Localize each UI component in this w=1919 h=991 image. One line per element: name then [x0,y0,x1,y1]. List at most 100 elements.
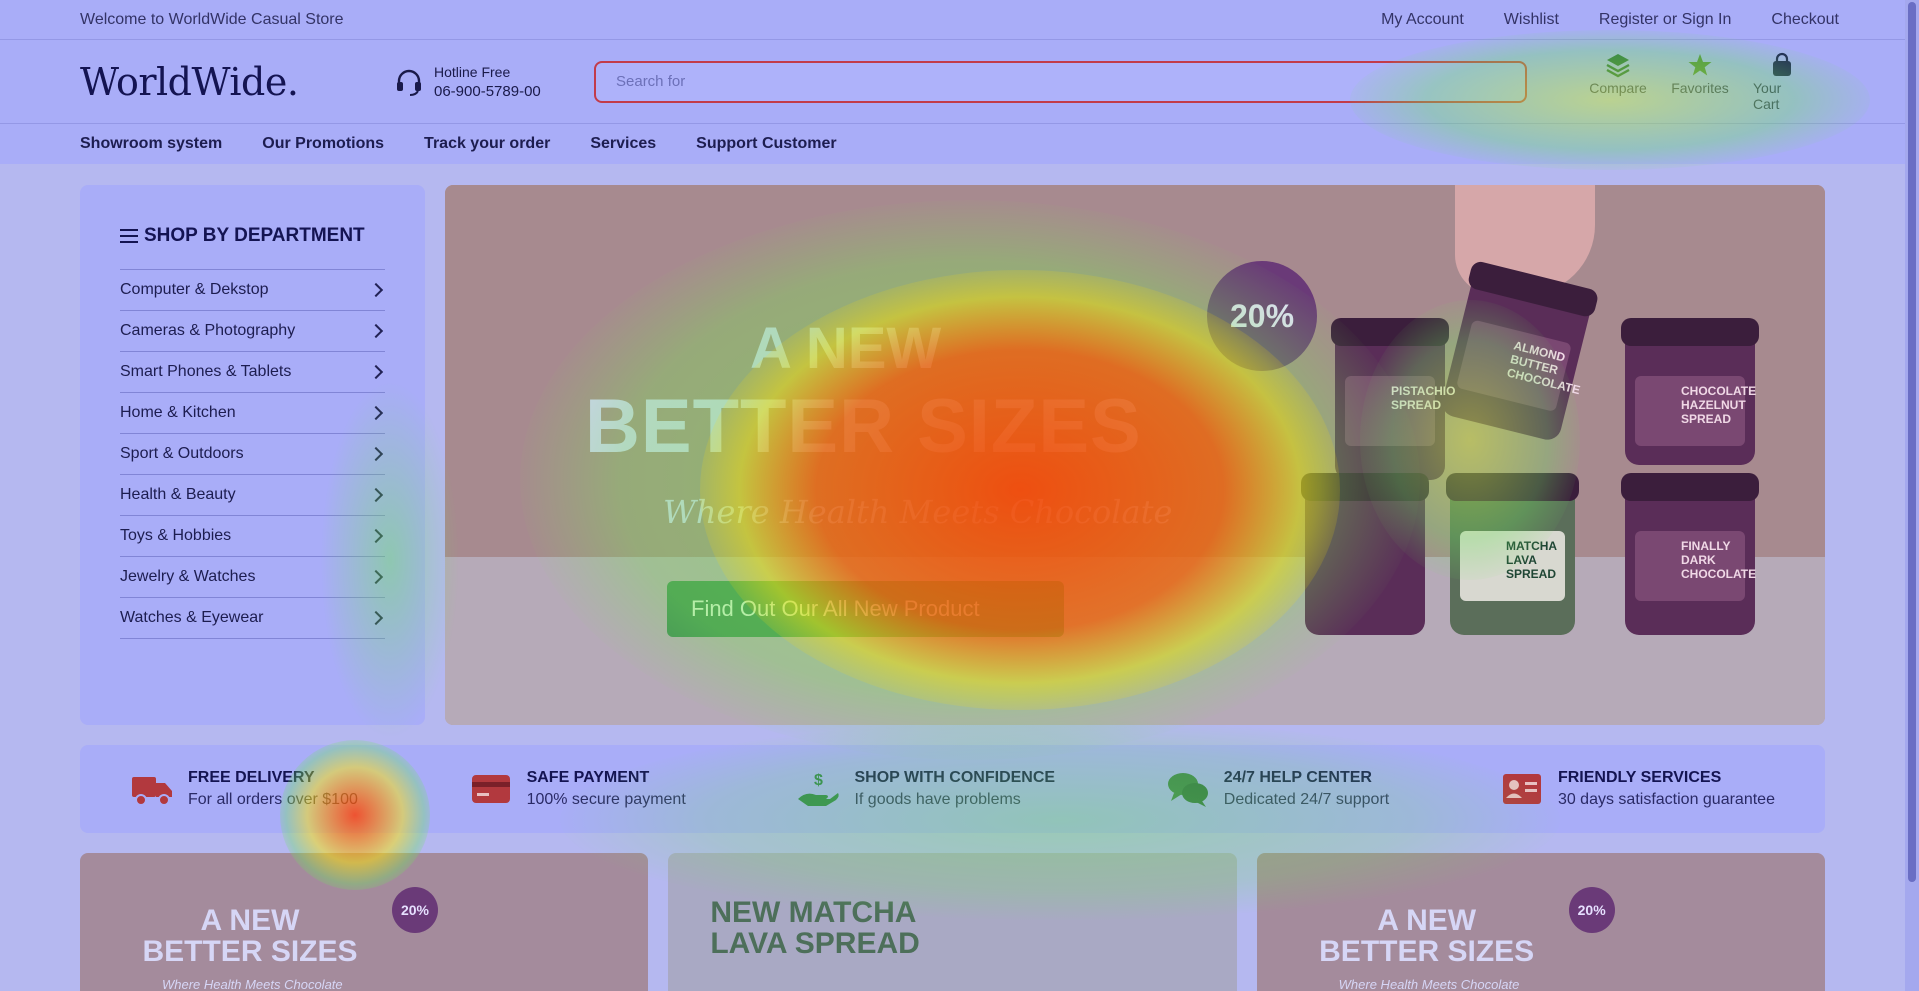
search-input[interactable]: Search for [594,60,1527,103]
features-bar: FREE DELIVERY For all orders over $100 SA… [80,745,1825,833]
dept-item-sport[interactable]: Sport & Outdoors [120,434,385,475]
favorites-label: Favorites [1671,79,1729,96]
chat-icon [1167,773,1208,807]
dept-label: Cameras & Photography [120,322,296,339]
truck-icon [132,777,172,806]
chevron-right-icon [368,323,384,339]
account-links: My Account Wishlist Register or Sign In … [1381,11,1839,29]
promo-banners: A NEW BETTER SIZES Where Health Meets Ch… [80,853,1825,991]
feature-desc: If goods have problems [854,791,1021,808]
nav-item-promotions[interactable]: Our Promotions [262,135,385,152]
main-nav: Showroom system Our Promotions Track you… [0,124,1919,164]
promo-title: A NEW BETTER SIZES [142,904,358,968]
dept-label: Smart Phones & Tablets [120,363,292,380]
feature-free-delivery: FREE DELIVERY For all orders over $100 [130,769,358,809]
hero-banner[interactable]: A NEW BETTER SIZES Where Health Meets Ch… [445,185,1825,725]
hero-subtitle: Where Health Meets Chocolate [663,493,1173,531]
nav-item-showroom[interactable]: Showroom system [80,135,223,152]
jar-dark-chocolate: FINALLY DARK CHOCOLATE [1621,473,1759,635]
hero-title-line1: A NEW [750,316,942,381]
promo-banner-1[interactable]: A NEW BETTER SIZES Where Health Meets Ch… [80,853,649,991]
hand-money-icon: $ [798,772,840,806]
checkout-link[interactable]: Checkout [1771,10,1839,28]
feature-title: SHOP WITH CONFIDENCE [854,769,1056,786]
hero-cta-button[interactable]: Find Out Our All New Product [667,581,1064,637]
nav-item-services[interactable]: Services [590,135,657,152]
top-bar: Welcome to WorldWide Casual Store My Acc… [0,0,1919,40]
header-actions: Compare Favorites Your Cart [1589,52,1811,112]
department-title: SHOP BY DEPARTMENT [144,225,365,246]
feature-title: 24/7 HELP CENTER [1223,769,1372,786]
promo-subtitle: Where Health Meets Chocolate [1338,977,1520,991]
layers-icon [1606,53,1630,77]
dept-item-home-kitchen[interactable]: Home & Kitchen [120,393,385,434]
dept-label: Sport & Outdoors [120,445,244,462]
chevron-right-icon [368,282,384,298]
promo-banner-2[interactable]: NEW MATCHA LAVA SPREAD [668,853,1237,991]
cart-label: Your Cart [1753,79,1782,112]
chevron-right-icon [368,610,384,626]
jar-extra [1301,473,1429,635]
hero-title-line2: BETTER SIZES [585,384,1142,469]
headset-icon [397,69,421,96]
chevron-right-icon [368,569,384,585]
favorites-button[interactable]: Favorites [1671,52,1729,112]
promo-badge: 20% [1568,887,1615,933]
site-logo[interactable]: WorldWide. [80,59,299,104]
feature-title: FREE DELIVERY [188,769,315,786]
feature-title: FRIENDLY SERVICES [1557,769,1722,786]
feature-desc: 30 days satisfaction guarantee [1557,791,1775,808]
site-header: WorldWide. Hotline Free 06-900-5789-00 S… [0,40,1919,124]
cart-button[interactable]: Your Cart [1753,52,1811,112]
nav-item-track-order[interactable]: Track your order [424,135,551,152]
feature-desc: 100% secure payment [526,791,686,808]
promo-title: A NEW BETTER SIZES [1319,904,1535,968]
chevron-right-icon [368,446,384,462]
scrollbar-thumb[interactable] [1908,2,1916,882]
department-heading[interactable]: SHOP BY DEPARTMENT [120,225,385,270]
dept-item-toys[interactable]: Toys & Hobbies [120,516,385,557]
star-icon [1688,53,1712,75]
compare-label: Compare [1589,79,1647,96]
page-scrollbar[interactable] [1905,0,1919,991]
jar-label: ALMOND BUTTER CHOCOLATE [1455,319,1582,413]
promo-banner-3[interactable]: A NEW BETTER SIZES Where Health Meets Ch… [1256,853,1825,991]
svg-text:$: $ [814,772,823,789]
feature-title: SAFE PAYMENT [526,769,650,786]
dept-label: Health & Beauty [120,486,236,503]
jar-label: FINALLY DARK CHOCOLATE [1635,531,1756,601]
dept-item-cameras[interactable]: Cameras & Photography [120,311,385,352]
chevron-right-icon [368,487,384,503]
jar-label: MATCHA LAVA SPREAD [1460,531,1565,601]
dept-item-jewelry[interactable]: Jewelry & Watches [120,557,385,598]
nav-item-support[interactable]: Support Customer [696,135,837,152]
feature-help-center: 24/7 HELP CENTER Dedicated 24/7 support [1166,769,1389,809]
dept-item-computer[interactable]: Computer & Dekstop [120,270,385,311]
discount-badge: 20% [1207,261,1317,371]
jar-label: PISTACHIO SPREAD [1345,376,1455,446]
feature-desc: For all orders over $100 [188,791,358,808]
hotline-label: Hotline Free [434,63,511,80]
dept-label: Watches & Eyewear [120,609,264,626]
dept-item-phones[interactable]: Smart Phones & Tablets [120,352,385,393]
wishlist-link[interactable]: Wishlist [1503,10,1559,28]
dept-item-health-beauty[interactable]: Health & Beauty [120,475,385,516]
menu-icon [120,229,138,243]
register-signin-link[interactable]: Register or Sign In [1598,10,1732,28]
promo-title: NEW MATCHA LAVA SPREAD [710,896,920,960]
compare-button[interactable]: Compare [1589,52,1647,112]
feature-safe-payment: SAFE PAYMENT 100% secure payment [469,769,686,809]
jar-label: CHOCOLATE HAZELNUT SPREAD [1635,376,1756,446]
hotline: Hotline Free 06-900-5789-00 [394,62,594,102]
my-account-link[interactable]: My Account [1381,10,1464,28]
jar-pistachio: PISTACHIO SPREAD [1331,318,1455,480]
chevron-right-icon [368,364,384,380]
dept-label: Computer & Dekstop [120,281,269,298]
credit-card-icon [471,775,510,803]
promo-badge: 20% [392,887,438,933]
search-placeholder: Search for [616,73,686,90]
main-section: SHOP BY DEPARTMENT Computer & Dekstop Ca… [80,185,1825,725]
department-sidebar: SHOP BY DEPARTMENT Computer & Dekstop Ca… [80,185,425,725]
jar-matcha: MATCHA LAVA SPREAD [1446,473,1579,635]
dept-item-eyewear[interactable]: Watches & Eyewear [120,598,385,639]
